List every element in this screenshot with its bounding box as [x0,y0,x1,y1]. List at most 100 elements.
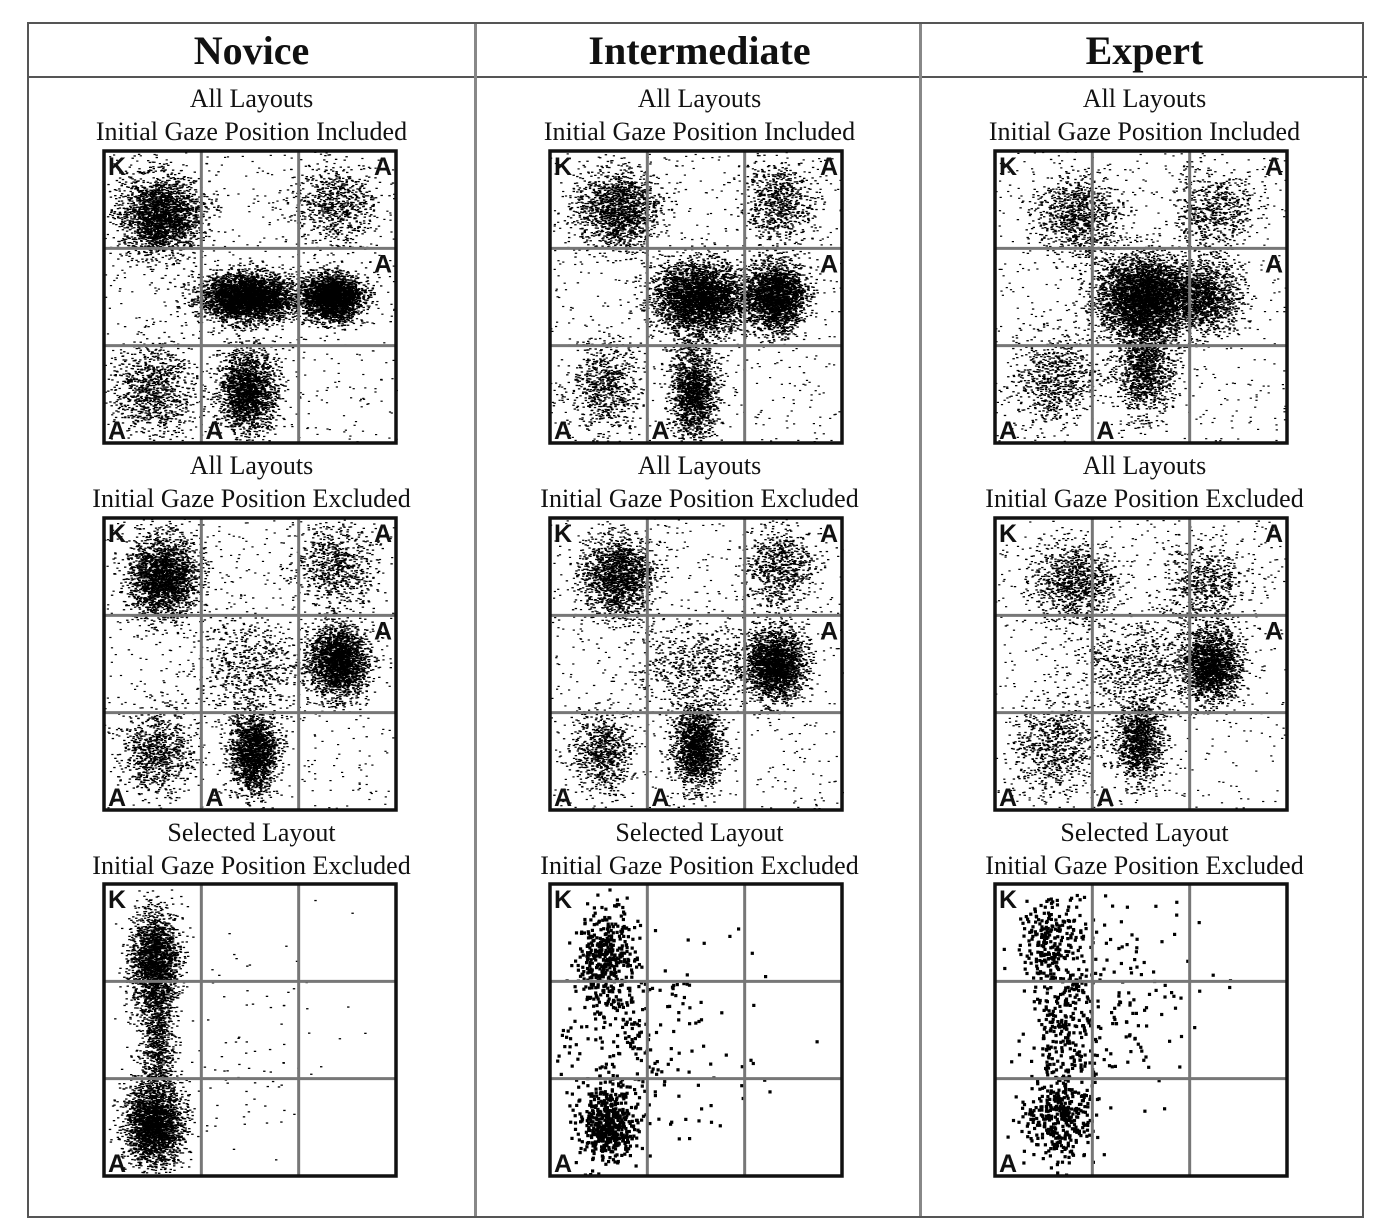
gaze-point [197,277,199,278]
gaze-point [207,305,209,306]
gaze-point [210,304,212,305]
gaze-point [149,240,151,241]
gaze-point [265,320,267,321]
gaze-point [216,270,218,271]
gaze-point [171,252,173,253]
gaze-point [285,318,287,319]
gaze-point [182,164,184,165]
gaze-point [193,262,195,263]
gaze-point [162,228,164,229]
gaze-point [152,257,154,258]
gaze-point [157,211,159,212]
gaze-point [203,300,205,301]
gaze-point [119,254,121,255]
gaze-point [290,322,292,323]
gaze-point [277,279,279,280]
gaze-point [162,177,164,178]
gaze-point [183,213,185,214]
gaze-point [290,269,292,270]
gaze-point [269,306,271,307]
gaze-point [239,321,241,322]
gaze-point [191,224,193,225]
gaze-point [273,316,275,317]
gaze-point [196,233,198,234]
gaze-point [138,200,140,201]
gaze-point [168,197,170,198]
gaze-point [170,178,172,179]
gaze-point [155,201,157,202]
gaze-point [137,198,139,199]
gaze-point [264,275,266,276]
gaze-point [189,189,191,190]
gaze-point [203,237,205,238]
gaze-point [183,177,185,178]
gaze-point [149,266,151,267]
gaze-point [127,209,129,210]
gaze-point [254,268,256,269]
gaze-point [135,241,137,242]
gaze-point [131,192,133,193]
gaze-point [149,169,151,170]
gaze-point [110,197,112,198]
gaze-point [111,209,113,210]
gaze-point [178,173,180,174]
gaze-point [153,209,155,210]
gaze-point [145,210,147,211]
gaze-point [177,275,179,276]
gaze-point [157,185,159,186]
gaze-point [205,236,207,237]
gaze-point [177,253,179,254]
gaze-point [139,217,141,218]
gaze-point [288,309,290,310]
gaze-point [137,235,139,236]
gaze-point [286,286,288,287]
gaze-point [160,233,162,234]
gaze-point [132,238,134,239]
gaze-point [123,227,125,228]
gaze-point [151,252,153,253]
gaze-point [110,212,112,213]
gaze-point [115,198,117,199]
gaze-point [191,196,193,197]
gaze-point [221,319,223,320]
gaze-point [187,177,189,178]
gaze-point [117,258,119,259]
gaze-point [121,226,123,227]
gaze-point [211,317,213,318]
gaze-point [192,242,194,243]
gaze-point [165,169,167,170]
gaze-point [109,214,111,215]
gaze-point [127,261,129,262]
gaze-point [146,259,148,260]
gaze-point [194,257,196,258]
gaze-point [286,298,288,299]
gaze-point [165,263,167,264]
gaze-point [171,234,173,235]
gaze-point [138,213,140,214]
gaze-point [207,224,209,225]
gaze-point [155,195,157,196]
gaze-point [143,180,145,181]
gaze-point [244,275,246,276]
gaze-point [138,154,140,155]
gaze-point [213,321,215,322]
gaze-point [196,311,198,312]
gaze-point [185,216,187,217]
gaze-point [231,315,233,316]
gaze-point [163,197,165,198]
gaze-point [156,213,158,214]
gaze-point [184,201,186,202]
gaze-point [141,190,143,191]
gaze-point [161,181,163,182]
gaze-point [192,194,194,195]
gaze-point [127,203,129,204]
gaze-point [176,211,178,212]
gaze-point [208,236,210,237]
gaze-point [144,245,146,246]
gaze-point [245,272,247,273]
gaze-point [237,321,239,322]
gaze-point [197,245,199,246]
gaze-point [157,223,159,224]
gaze-point [170,174,172,175]
gaze-point [167,200,169,201]
